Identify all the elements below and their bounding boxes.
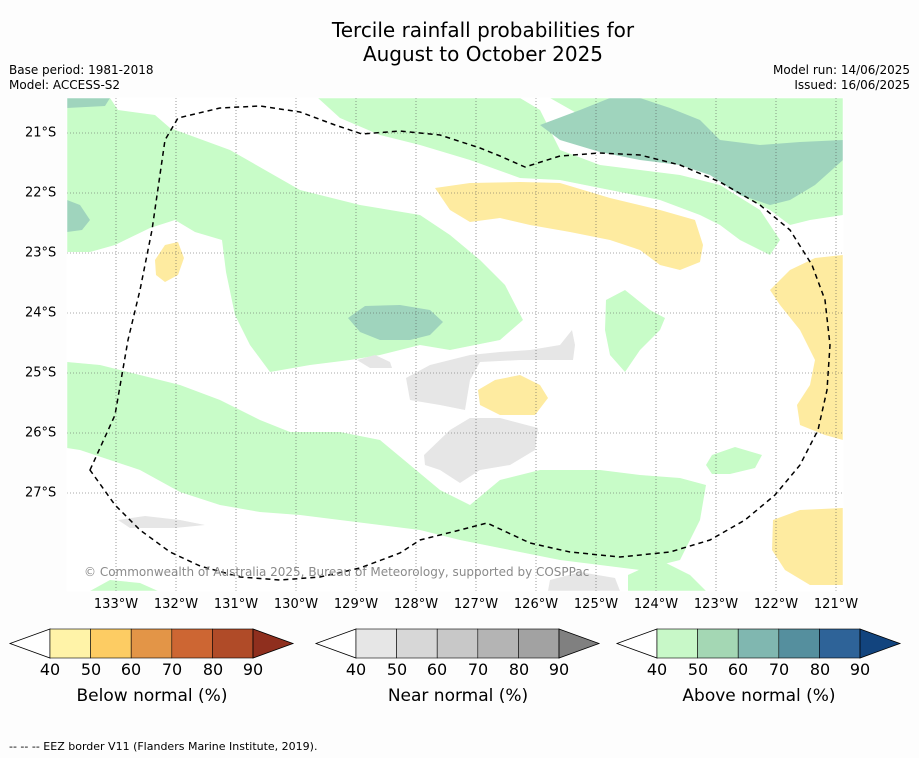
colorbar-tick: 70 — [161, 660, 183, 679]
colorbar-tick: 70 — [768, 660, 790, 679]
model-name: Model: ACCESS-S2 — [9, 78, 121, 92]
colorbar-tick: 50 — [80, 660, 102, 679]
colorbar-above-segment — [697, 628, 739, 659]
meta-left: Base period: 1981-2018 Model: ACCESS-S2 — [9, 63, 154, 93]
x-tick: 121°W — [813, 597, 859, 612]
colorbar-above-min-arrow — [615, 628, 658, 659]
colorbar-below-segment — [90, 628, 132, 659]
x-tick: 131°W — [213, 597, 259, 612]
x-tick: 128°W — [393, 597, 439, 612]
above-normal-50-regions — [67, 98, 843, 340]
map-frame — [66, 97, 844, 592]
colorbar-label-near: Near normal (%) — [387, 686, 529, 706]
base-period: Base period: 1981-2018 — [9, 63, 154, 77]
x-tick: 127°W — [453, 597, 499, 612]
eez-border — [89, 105, 831, 581]
colorbar-tick: 80 — [508, 660, 530, 679]
x-tick: 126°W — [513, 597, 559, 612]
colorbar-below-segment — [130, 628, 173, 659]
copyright-notice: © Commonwealth of Australia 2025, Bureau… — [84, 565, 590, 579]
x-tick: 133°W — [93, 597, 139, 612]
y-tick: 25°S — [25, 365, 57, 381]
colorbar-below-min-arrow — [8, 628, 51, 659]
x-tick: 129°W — [333, 597, 379, 612]
colorbar-below-segment — [171, 628, 213, 659]
y-tick: 23°S — [25, 245, 57, 261]
colorbar-tick: 90 — [849, 660, 871, 679]
colorbar-above-segment — [778, 628, 820, 659]
colorbars — [8, 628, 902, 659]
colorbar-near-segment — [436, 628, 479, 659]
y-tick: 24°S — [25, 305, 57, 321]
x-tick: 125°W — [573, 597, 619, 612]
colorbar-below-segment — [212, 628, 254, 659]
issued-date: Issued: 16/06/2025 — [794, 78, 910, 92]
colorbar-tick: 80 — [202, 660, 224, 679]
colorbar-tick: 40 — [646, 660, 668, 679]
colorbar-near-segment — [396, 628, 438, 659]
colorbar-tick: 80 — [809, 660, 831, 679]
y-tick: 22°S — [25, 185, 57, 201]
chart-title: Tercile rainfall probabilities for Augus… — [240, 18, 726, 66]
colorbar-above-segment — [737, 628, 780, 659]
colorbar-tick: 90 — [242, 660, 264, 679]
x-tick: 123°W — [693, 597, 739, 612]
x-tick: 124°W — [633, 597, 679, 612]
near-normal-40-regions — [118, 330, 620, 591]
eez-footnote: -- -- -- EEZ border V11 (Flanders Marine… — [9, 740, 318, 753]
title-line-2: August to October 2025 — [362, 42, 604, 66]
colorbar-above-segment — [819, 628, 861, 659]
colorbar-tick: 40 — [39, 660, 61, 679]
colorbar-near-segment — [518, 628, 560, 659]
colorbar-tick: 60 — [727, 660, 749, 679]
colorbar-below-segment — [49, 628, 91, 659]
colorbar-label-above: Above normal (%) — [682, 686, 836, 706]
colorbar-tick: 50 — [687, 660, 709, 679]
model-run: Model run: 14/06/2025 — [772, 63, 910, 77]
colorbar-above-segment — [656, 628, 698, 659]
colorbar-near-max-arrow — [558, 628, 601, 659]
colorbar-tick: 70 — [467, 660, 489, 679]
x-tick: 122°W — [753, 597, 799, 612]
meta-right: Model run: 14/06/2025 Issued: 16/06/2025 — [773, 63, 910, 93]
colorbar-near-segment — [477, 628, 519, 659]
y-tick: 21°S — [25, 125, 57, 141]
colorbar-tick: 50 — [386, 660, 408, 679]
colorbar-tick: 40 — [345, 660, 367, 679]
gridlines — [67, 98, 843, 591]
colorbar-below-max-arrow — [252, 628, 295, 659]
colorbar-tick: 60 — [120, 660, 142, 679]
colorbar-tick: 60 — [426, 660, 448, 679]
x-tick: 130°W — [273, 597, 319, 612]
x-tick: 132°W — [153, 597, 199, 612]
colorbar-above-max-arrow — [859, 628, 902, 659]
title-line-1: Tercile rainfall probabilities for — [331, 18, 635, 42]
y-tick: 26°S — [25, 425, 57, 441]
colorbar-near-segment — [355, 628, 397, 659]
y-tick: 27°S — [25, 485, 57, 501]
colorbar-label-below: Below normal (%) — [76, 686, 228, 706]
colorbar-tick: 90 — [548, 660, 570, 679]
colorbar-near-min-arrow — [314, 628, 357, 659]
